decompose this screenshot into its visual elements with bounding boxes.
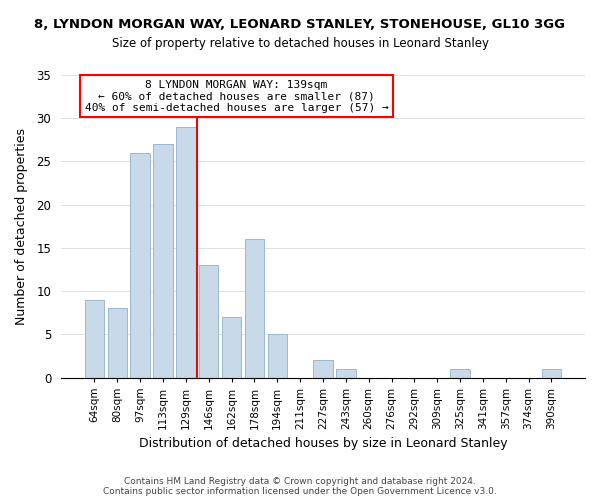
Bar — [130, 153, 150, 378]
Bar — [313, 360, 332, 378]
Bar — [176, 127, 196, 378]
Text: 8 LYNDON MORGAN WAY: 139sqm
← 60% of detached houses are smaller (87)
40% of sem: 8 LYNDON MORGAN WAY: 139sqm ← 60% of det… — [85, 80, 388, 112]
Text: Contains HM Land Registry data © Crown copyright and database right 2024.: Contains HM Land Registry data © Crown c… — [124, 476, 476, 486]
Bar — [222, 317, 241, 378]
Bar — [85, 300, 104, 378]
Bar — [542, 369, 561, 378]
Text: 8, LYNDON MORGAN WAY, LEONARD STANLEY, STONEHOUSE, GL10 3GG: 8, LYNDON MORGAN WAY, LEONARD STANLEY, S… — [35, 18, 566, 30]
Text: Size of property relative to detached houses in Leonard Stanley: Size of property relative to detached ho… — [112, 38, 488, 51]
Text: Contains public sector information licensed under the Open Government Licence v3: Contains public sector information licen… — [103, 486, 497, 496]
Bar — [245, 239, 264, 378]
Bar — [451, 369, 470, 378]
Y-axis label: Number of detached properties: Number of detached properties — [15, 128, 28, 325]
Bar — [107, 308, 127, 378]
Bar — [336, 369, 356, 378]
Bar — [268, 334, 287, 378]
X-axis label: Distribution of detached houses by size in Leonard Stanley: Distribution of detached houses by size … — [139, 437, 507, 450]
Bar — [199, 265, 218, 378]
Bar — [154, 144, 173, 378]
